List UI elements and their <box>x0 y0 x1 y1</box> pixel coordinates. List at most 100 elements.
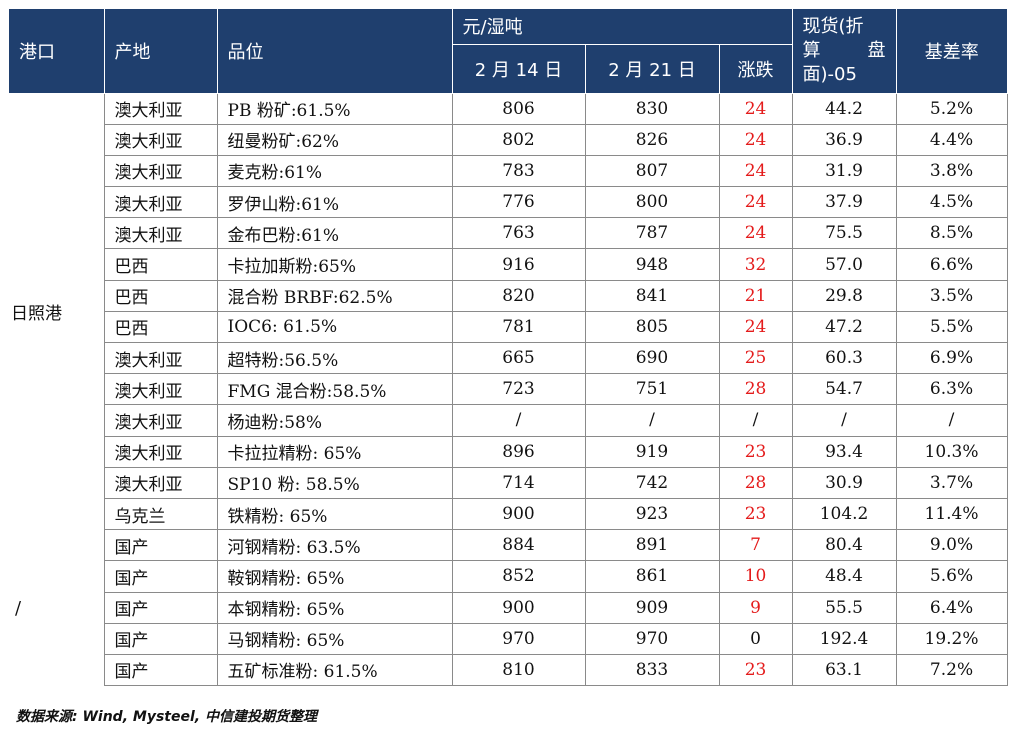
table-row: 国产 马钢精粉: 65% 970 970 0 192.4 19.2% <box>9 622 1008 655</box>
product-cell: 铁精粉: 65% <box>216 497 453 531</box>
product-cell: SP10 粉: 58.5% <box>216 466 453 499</box>
change-cell: 7 <box>718 529 793 562</box>
price-feb21-cell: 861 <box>584 560 720 593</box>
origin-cell: 澳大利亚 <box>103 92 218 125</box>
iron-ore-price-table: 港口 产地 品位 元/湿吨 现货(折 算 盘 面)-05 基差率 2 月 14 日… <box>9 9 1008 687</box>
header-unit-group: 元/湿吨 <box>451 9 793 45</box>
product-cell: 纽曼粉矿:62% <box>216 123 453 156</box>
basis-rate-cell: 6.9% <box>895 341 1008 375</box>
price-feb14-cell: 820 <box>451 279 586 312</box>
origin-cell: 国产 <box>103 529 218 562</box>
product-cell: 本钢精粉: 65% <box>216 591 453 624</box>
header-spot-line1: 现货(折 <box>802 15 864 37</box>
port-cell-domestic <box>9 530 104 686</box>
change-cell: 10 <box>718 560 793 593</box>
basis-rate-cell: 11.4% <box>895 497 1008 531</box>
table-row: 澳大利亚 超特粉:56.5% 665 690 25 60.3 6.9% <box>9 341 1008 375</box>
change-cell: 23 <box>718 653 793 687</box>
change-cell: 28 <box>718 466 793 499</box>
origin-cell: 澳大利亚 <box>103 404 218 437</box>
price-feb14-cell: 970 <box>451 622 586 655</box>
table-row: 巴西 混合粉 BRBF:62.5% 820 841 21 29.8 3.5% <box>9 279 1008 312</box>
table-row: 澳大利亚 杨迪粉:58% / / / / / <box>9 404 1008 437</box>
spot-cell: 31.9 <box>791 154 897 188</box>
spot-cell: 93.4 <box>791 435 897 468</box>
change-cell: 32 <box>718 248 793 281</box>
origin-cell: 澳大利亚 <box>103 217 218 250</box>
header-spot-line2b: 盘 <box>867 39 886 61</box>
origin-cell: 乌克兰 <box>103 497 218 531</box>
price-feb21-cell: 805 <box>584 310 720 344</box>
price-feb14-cell: 781 <box>451 310 586 344</box>
origin-cell: 澳大利亚 <box>103 466 218 499</box>
table-row: 国产 鞍钢精粉: 65% 852 861 10 48.4 5.6% <box>9 560 1008 593</box>
header-date1: 2 月 14 日 <box>451 44 585 94</box>
product-cell: 混合粉 BRBF:62.5% <box>216 279 453 312</box>
price-feb14-cell: 896 <box>451 435 586 468</box>
price-feb14-cell: 916 <box>451 248 586 281</box>
origin-cell: 国产 <box>103 622 218 655</box>
origin-cell: 国产 <box>103 591 218 624</box>
spot-cell: 37.9 <box>791 186 897 219</box>
price-feb21-cell: 826 <box>584 123 720 156</box>
change-cell: 25 <box>718 341 793 375</box>
spot-cell: 60.3 <box>791 341 897 375</box>
spot-cell: 29.8 <box>791 279 897 312</box>
product-cell: 五矿标准粉: 61.5% <box>216 653 453 687</box>
basis-rate-cell: 3.7% <box>895 466 1008 499</box>
spot-cell: 30.9 <box>791 466 897 499</box>
spot-cell: 36.9 <box>791 123 897 156</box>
price-feb14-cell: 810 <box>451 653 586 687</box>
table-row: 澳大利亚 卡拉拉精粉: 65% 896 919 23 93.4 10.3% <box>9 435 1008 468</box>
spot-cell: 104.2 <box>791 497 897 531</box>
table-row: 巴西 IOC6: 61.5% 781 805 24 47.2 5.5% <box>9 310 1008 344</box>
product-cell: 金布巴粉:61% <box>216 217 453 250</box>
spot-cell: 57.0 <box>791 248 897 281</box>
change-cell: 28 <box>718 373 793 406</box>
port-slash: / <box>15 598 22 619</box>
spot-cell: 44.2 <box>791 92 897 125</box>
change-cell: 23 <box>718 435 793 468</box>
price-feb14-cell: 776 <box>451 186 586 219</box>
header-product: 品位 <box>216 9 452 94</box>
table-row: 澳大利亚 罗伊山粉:61% 776 800 24 37.9 4.5% <box>9 186 1008 219</box>
price-feb21-cell: 891 <box>584 529 720 562</box>
product-cell: IOC6: 61.5% <box>216 310 453 344</box>
origin-cell: 巴西 <box>103 279 218 312</box>
basis-rate-cell: 19.2% <box>895 622 1008 655</box>
price-feb21-cell: 800 <box>584 186 720 219</box>
basis-rate-cell: 8.5% <box>895 217 1008 250</box>
basis-rate-cell: 5.2% <box>895 92 1008 125</box>
origin-cell: 澳大利亚 <box>103 186 218 219</box>
product-cell: 卡拉加斯粉:65% <box>216 248 453 281</box>
basis-rate-cell: / <box>895 404 1008 437</box>
origin-cell: 巴西 <box>103 248 218 281</box>
price-feb21-cell: 830 <box>584 92 720 125</box>
spot-cell: 63.1 <box>791 653 897 687</box>
header-basis: 基差率 <box>895 9 1008 94</box>
product-cell: 超特粉:56.5% <box>216 341 453 375</box>
price-feb14-cell: / <box>451 404 586 437</box>
table-row: 国产 本钢精粉: 65% 900 909 9 55.5 6.4% <box>9 591 1008 624</box>
source-note: 数据来源: Wind, Mysteel, 中信建投期货整理 <box>16 709 317 725</box>
price-feb21-cell: 833 <box>584 653 720 687</box>
port-cell: 日照港 <box>11 304 62 325</box>
table-row: 国产 五矿标准粉: 61.5% 810 833 23 63.1 7.2% <box>9 653 1008 687</box>
origin-cell: 澳大利亚 <box>103 154 218 188</box>
spot-cell: 48.4 <box>791 560 897 593</box>
change-cell: 23 <box>718 497 793 531</box>
spot-cell: 75.5 <box>791 217 897 250</box>
price-feb14-cell: 714 <box>451 466 586 499</box>
price-feb21-cell: / <box>584 404 720 437</box>
table-row: 乌克兰 铁精粉: 65% 900 923 23 104.2 11.4% <box>9 497 1008 531</box>
price-feb14-cell: 852 <box>451 560 586 593</box>
spot-cell: 55.5 <box>791 591 897 624</box>
spot-cell: 54.7 <box>791 373 897 406</box>
price-feb14-cell: 783 <box>451 154 586 188</box>
header-spot-line2a: 算 <box>802 39 821 61</box>
price-feb14-cell: 806 <box>451 92 586 125</box>
spot-cell: 47.2 <box>791 310 897 344</box>
price-feb14-cell: 884 <box>451 529 586 562</box>
basis-rate-cell: 3.8% <box>895 154 1008 188</box>
origin-cell: 澳大利亚 <box>103 341 218 375</box>
